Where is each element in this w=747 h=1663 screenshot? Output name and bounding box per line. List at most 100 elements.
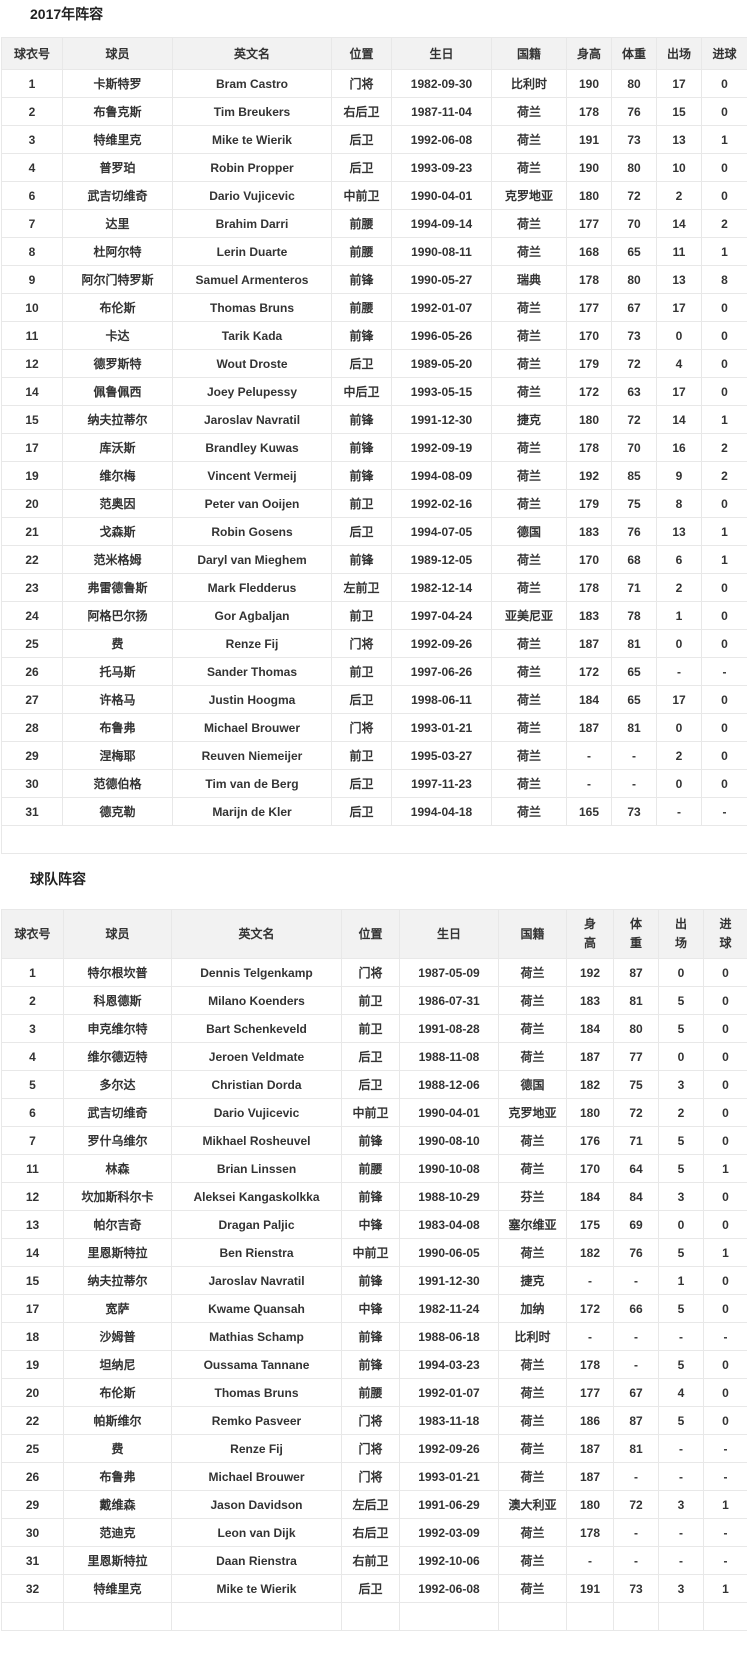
table-row: 11 林森 Brian Linssen 前腰 1990-10-08 荷兰 170 64 5 1 — [1, 1154, 747, 1183]
cell-weight: - — [613, 1322, 659, 1351]
table-row: 12 坎加斯科尔卡 Aleksei Kangaskolkka 前锋 1988-10-29… — [1, 1182, 747, 1211]
table-row: 29 涅梅耶 Reuven Niemeijer 前卫 1995-03-27 荷兰 - -2 0 — [1, 741, 747, 770]
cell-height: 172 — [566, 657, 612, 686]
cell-appearances: 17 — [656, 69, 702, 98]
cell-player: 普罗珀 — [62, 153, 173, 182]
cell-appearances: 3 — [658, 1182, 704, 1211]
cell-goals: - — [701, 797, 747, 826]
table-row: 4 维尔德迈特 Jeroen Veldmate 后卫 1988-11-08 荷兰 187 77… — [1, 1042, 747, 1071]
cell-weight: 72 — [611, 349, 657, 378]
cell-nationality: 荷兰 — [491, 321, 567, 350]
cell-name-en: Wout Droste — [172, 349, 332, 378]
cell-height: 182 — [566, 1070, 614, 1099]
cell-name-en: Dragan Paljic — [171, 1210, 342, 1239]
cell-birthday: 1992-09-26 — [391, 629, 492, 658]
column-header-goals: 进球 — [701, 37, 747, 70]
cell-height: 183 — [566, 986, 614, 1015]
cell-height: 187 — [566, 1462, 614, 1491]
cell-nationality: 比利时 — [491, 69, 567, 98]
cell-name-en: Aleksei Kangaskolkka — [171, 1182, 342, 1211]
cell-birthday: 1982-12-14 — [391, 573, 492, 602]
cell-name-en: Renze Fij — [172, 629, 332, 658]
cell-nationality: 荷兰 — [491, 489, 567, 518]
table-row: 21 戈森斯 Robin Gosens 后卫 1994-07-05 德国 183 76 13 1 — [1, 517, 747, 546]
cell-name-en: Oussama Tannane — [171, 1350, 342, 1379]
header-row: 球衣号 球员 英文名 位置 生日 国籍 身高 体重 出场 进球 — [1, 37, 747, 70]
cell-weight: 80 — [613, 1014, 659, 1043]
cell-weight: 81 — [613, 1434, 659, 1463]
cell-nationality: 荷兰 — [491, 97, 567, 126]
cell-player: 申克维尔特 — [63, 1014, 172, 1043]
cell-nationality: 荷兰 — [498, 1378, 567, 1407]
cell-goals: 0 — [701, 685, 747, 714]
cell-player: 戴维森 — [63, 1490, 172, 1519]
cell-goals: 2 — [701, 433, 747, 462]
cell-name-en: Thomas Bruns — [172, 293, 332, 322]
cell-goals: 0 — [703, 1042, 747, 1071]
cell-birthday: 1990-04-01 — [399, 1098, 499, 1127]
table-row: 6 武吉切维奇 Dario Vujicevic 中前卫 1990-04-01 克罗地亚 18… — [1, 181, 747, 210]
cell-appearances: 0 — [658, 1042, 704, 1071]
cell-birthday: 1982-09-30 — [391, 69, 492, 98]
cell-player: 沙姆普 — [63, 1322, 172, 1351]
cell-height: 191 — [566, 125, 612, 154]
cell-appearances: 0 — [656, 713, 702, 742]
cell-nationality: 芬兰 — [498, 1182, 567, 1211]
cell-nationality: 荷兰 — [498, 1518, 567, 1547]
cell-position: 前锋 — [341, 1322, 400, 1351]
cell-height: 190 — [566, 69, 612, 98]
cell-appearances: 2 — [656, 181, 702, 210]
cell-appearances: 4 — [656, 349, 702, 378]
cell-birthday — [399, 1602, 499, 1631]
cell-appearances: 5 — [658, 1294, 704, 1323]
column-header-appearances: 出场 — [656, 37, 702, 70]
cell-goals: 0 — [701, 97, 747, 126]
table-row: 7 达里 Brahim Darri 前腰 1994-09-14 荷兰 177 70 14 2 — [1, 209, 747, 238]
cell-position: 左后卫 — [341, 1490, 400, 1519]
cell-appearances: 1 — [656, 601, 702, 630]
cell-nationality: 德国 — [498, 1070, 567, 1099]
cell-nationality: 亚美尼亚 — [491, 601, 567, 630]
cell-goals: 2 — [701, 461, 747, 490]
cell-height: 175 — [566, 1210, 614, 1239]
cell-position: 前腰 — [331, 237, 392, 266]
cell-player: 坎加斯科尔卡 — [63, 1182, 172, 1211]
cell-name-en: Joey Pelupessy — [172, 377, 332, 406]
section-title-team-squad: 球队阵容 — [30, 871, 86, 887]
cell-player: 特维里克 — [63, 1574, 172, 1603]
cell-weight: 70 — [611, 209, 657, 238]
cell-goals: 1 — [701, 405, 747, 434]
cell-weight: 75 — [611, 489, 657, 518]
cell-goals: 0 — [703, 1294, 747, 1323]
cell-nationality: 克罗地亚 — [491, 181, 567, 210]
cell-jersey: 3 — [1, 1014, 64, 1043]
cell-goals: 0 — [703, 1070, 747, 1099]
cell-name-en: Daan Rienstra — [171, 1546, 342, 1575]
cell-player: 卡斯特罗 — [62, 69, 173, 98]
cell-appearances: 0 — [656, 321, 702, 350]
table-row: 32 特维里克 Mike te Wierik 后卫 1992-06-08 荷兰 191 73 3… — [1, 1574, 747, 1603]
cell-name-en: Bart Schenkeveld — [171, 1014, 342, 1043]
table-row: 20 布伦斯 Thomas Bruns 前腰 1992-01-07 荷兰 177 67 4 0 — [1, 1378, 747, 1407]
cell-goals: 0 — [701, 601, 747, 630]
cell-jersey: 11 — [1, 321, 63, 350]
cell-nationality: 荷兰 — [498, 1238, 567, 1267]
column-header-position: 位置 — [341, 909, 400, 959]
table-row: 10 布伦斯 Thomas Bruns 前腰 1992-01-07 荷兰 177 67 17 0 — [1, 293, 747, 322]
cell-position: 后卫 — [331, 685, 392, 714]
cell-jersey: 8 — [1, 237, 63, 266]
cell-goals: 0 — [703, 1014, 747, 1043]
cell-name-en: Vincent Vermeij — [172, 461, 332, 490]
table-row: 30 范德伯格 Tim van de Berg 后卫 1997-11-23 荷兰 - -0 0 — [1, 769, 747, 798]
cell-goals: 1 — [703, 1490, 747, 1519]
cell-jersey: 20 — [1, 1378, 64, 1407]
cell-nationality: 荷兰 — [491, 125, 567, 154]
cell-appearances: - — [656, 797, 702, 826]
cell-birthday: 1993-01-21 — [399, 1462, 499, 1491]
cell-player: 达里 — [62, 209, 173, 238]
cell-player: 里恩斯特拉 — [63, 1546, 172, 1575]
cell-birthday: 1997-04-24 — [391, 601, 492, 630]
table-row: 1 特尔根坎普 Dennis Telgenkamp 门将 1987-05-09 荷兰 192… — [1, 958, 747, 987]
table-row: 12 德罗斯特 Wout Droste 后卫 1989-05-20 荷兰 179 72 4 0 — [1, 349, 747, 378]
cell-player: 宽萨 — [63, 1294, 172, 1323]
